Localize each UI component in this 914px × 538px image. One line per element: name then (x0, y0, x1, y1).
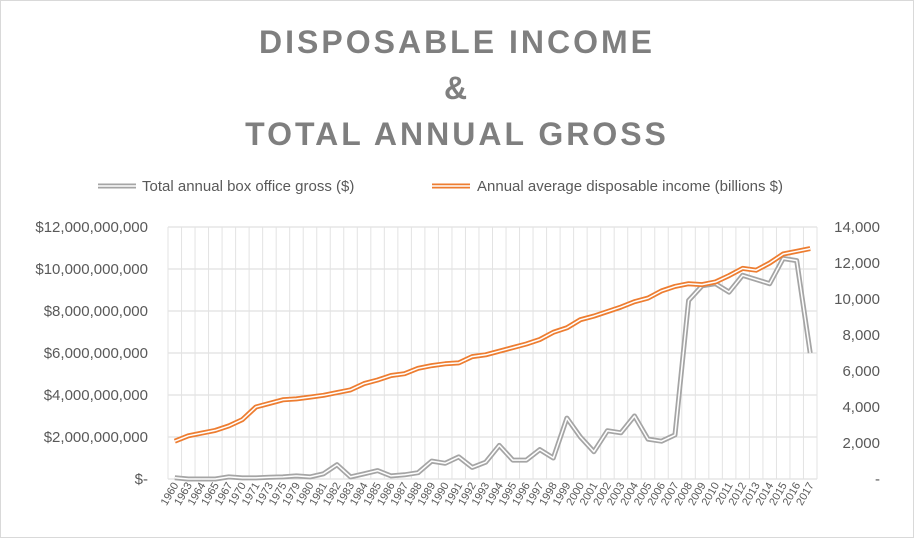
left-y-axis: $- $2,000,000,000 $4,000,000,000 $6,000,000… (35, 219, 148, 488)
legend-item-income: Annual average disposable income (billio… (432, 178, 783, 195)
legend-label-box-office: Total annual box office gross ($) (142, 178, 354, 195)
legend: Total annual box office gross ($) Annual… (98, 178, 783, 195)
series-lines (173, 246, 813, 482)
left-y-tick-label: $8,000,000,000 (44, 303, 148, 320)
right-y-tick-label: 8,000 (842, 327, 880, 344)
right-y-tick-label: 10,000 (834, 291, 880, 308)
x-axis: 1960196319641965196719701971197319751979… (159, 480, 817, 507)
left-y-tick-label: $4,000,000,000 (44, 387, 148, 404)
right-y-tick-label: 12,000 (834, 255, 880, 272)
chart-title-line-3: TOTAL ANNUAL GROSS (245, 116, 669, 152)
chart-title-line-1: DISPOSABLE INCOME (259, 24, 655, 60)
right-y-axis: - 2,000 4,000 6,000 8,000 10,000 12,000 14,000 (834, 219, 880, 488)
left-y-tick-label: $12,000,000,000 (35, 219, 148, 236)
left-y-tick-label: $10,000,000,000 (35, 261, 148, 278)
legend-label-income: Annual average disposable income (billio… (477, 178, 783, 195)
right-y-tick-label: 6,000 (842, 363, 880, 380)
left-y-tick-label: $6,000,000,000 (44, 345, 148, 362)
left-y-tick-label: $- (135, 471, 148, 488)
right-y-tick-label: 14,000 (834, 219, 880, 236)
series-line-income-inner (174, 247, 811, 442)
left-y-tick-label: $2,000,000,000 (44, 429, 148, 446)
right-y-tick-label: 2,000 (842, 435, 880, 452)
right-y-tick-label: - (875, 471, 880, 488)
legend-item-box-office: Total annual box office gross ($) (98, 178, 354, 195)
right-y-tick-label: 4,000 (842, 399, 880, 416)
chart-title-line-2: & (443, 70, 471, 106)
gridlines (167, 226, 818, 480)
